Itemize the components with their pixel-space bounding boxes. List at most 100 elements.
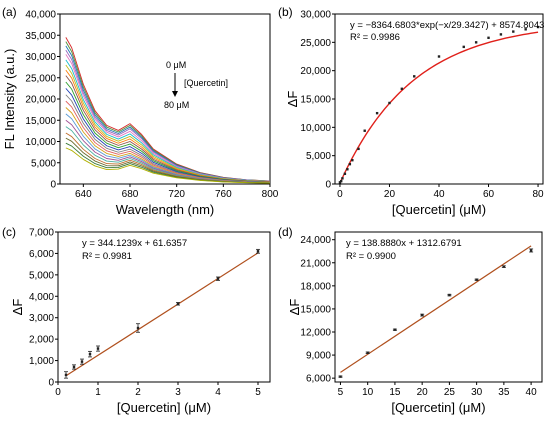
fit-curve xyxy=(339,31,539,184)
data-point xyxy=(357,147,360,151)
data-point xyxy=(487,36,490,39)
y-tick-label: 9,000 xyxy=(306,351,331,362)
panel-label: (d) xyxy=(278,225,293,239)
x-tick-label: 5 xyxy=(338,387,344,398)
data-point xyxy=(437,55,441,58)
spectrum-line xyxy=(65,81,271,183)
data-point xyxy=(448,293,451,297)
data-point xyxy=(72,365,76,369)
y-tick-label: 10,000 xyxy=(25,137,56,148)
x-tick-label: 30 xyxy=(471,387,483,398)
plot-frame xyxy=(57,231,271,383)
y-tick-label: 15,000 xyxy=(300,95,331,106)
chart-panel-b: (b) 0 20 40 60 80 0 5,000 10,000 15,000 20,000 25,0… xyxy=(278,5,544,217)
y-tick-label: 5,000 xyxy=(29,270,54,281)
data-point xyxy=(343,172,347,175)
y-tick-label: 4,000 xyxy=(29,292,54,303)
data-point xyxy=(366,351,369,354)
data-point xyxy=(338,181,342,184)
x-tick-label: 40 xyxy=(433,189,445,200)
x-axis-title: [Quercetin] (μM) xyxy=(391,400,485,415)
y-tick-label: 1,000 xyxy=(29,356,54,367)
data-point xyxy=(475,278,478,281)
data-point xyxy=(346,168,349,171)
y-axis-title: ΔF xyxy=(10,299,25,316)
plot-frame xyxy=(334,231,543,383)
y-tick-label: 10,000 xyxy=(300,123,331,134)
data-point xyxy=(341,177,344,180)
data-point xyxy=(64,373,68,377)
x-tick-label: 0 xyxy=(337,189,343,200)
panel-label: (a) xyxy=(2,5,17,19)
y-tick-label: 5,000 xyxy=(306,151,331,162)
data-point xyxy=(176,302,180,305)
data-point xyxy=(88,352,92,356)
panel-label: (b) xyxy=(278,5,293,19)
y-tick-label: 30,000 xyxy=(300,10,331,21)
y-tick-label: 0 xyxy=(50,180,56,191)
data-point xyxy=(474,41,478,44)
data-point xyxy=(524,28,527,31)
x-tick-label: 80 xyxy=(532,189,544,200)
data-point xyxy=(375,111,379,115)
y-tick-label: 20,000 xyxy=(300,66,331,77)
data-point xyxy=(96,347,100,350)
data-point xyxy=(499,33,503,36)
y-tick-label: 12,000 xyxy=(300,328,331,339)
fit-line xyxy=(340,245,532,373)
x-tick-label: 60 xyxy=(483,189,495,200)
data-point xyxy=(80,360,84,363)
arrow-head xyxy=(172,91,178,97)
x-tick-label: 2 xyxy=(135,387,141,398)
data-point xyxy=(413,75,416,78)
data-point xyxy=(256,250,260,253)
y-tick-label: 3,000 xyxy=(29,313,54,324)
data-point xyxy=(462,45,465,49)
fit-r-squared: R² = 0.9900 xyxy=(346,251,396,262)
x-tick-label: 15 xyxy=(389,387,401,398)
x-tick-label: 25 xyxy=(444,387,456,398)
x-tick-label: 35 xyxy=(498,387,510,398)
y-tick-label: 0 xyxy=(325,180,331,191)
y-tick-label: 40,000 xyxy=(25,10,56,21)
y-tick-label: 25,000 xyxy=(300,38,331,49)
x-axis-title: [Quercetin] (μM) xyxy=(117,400,211,415)
data-point xyxy=(420,313,424,317)
data-point xyxy=(536,25,540,29)
fit-equation: y = −8364.6803*exp(−x/29.3427) + 8574.80… xyxy=(350,20,544,31)
y-tick-label: 5,000 xyxy=(31,158,56,169)
fit-equation: y = 138.8880x + 1312.6791 xyxy=(346,238,462,249)
data-point xyxy=(216,277,220,280)
y-tick-label: 6,000 xyxy=(29,249,54,260)
fit-r-squared: R² = 0.9986 xyxy=(350,32,400,43)
spectrum-line xyxy=(65,147,271,184)
y-tick-label: 18,000 xyxy=(300,281,331,292)
x-tick-label: 5 xyxy=(255,387,261,398)
data-point xyxy=(348,162,352,166)
x-tick-label: 1 xyxy=(95,387,101,398)
y-tick-label: 6,000 xyxy=(306,374,331,385)
x-tick-label: 40 xyxy=(526,387,538,398)
y-tick-label: 25,000 xyxy=(25,73,56,84)
x-tick-label: 3 xyxy=(175,387,181,398)
y-tick-label: 35,000 xyxy=(25,31,56,42)
y-axis-title: FL Intensity (a.u.) xyxy=(2,49,17,150)
data-point xyxy=(393,328,397,331)
data-point xyxy=(502,265,506,268)
y-axis-title: ΔF xyxy=(287,299,302,316)
data-point xyxy=(351,159,354,162)
x-tick-label: 800 xyxy=(262,189,279,200)
data-point xyxy=(363,129,366,132)
data-point xyxy=(400,87,404,90)
data-point xyxy=(512,30,515,33)
y-tick-label: 7,000 xyxy=(29,228,54,239)
y-tick-label: 24,000 xyxy=(300,235,331,246)
data-point xyxy=(529,249,533,252)
data-point xyxy=(339,179,343,183)
x-tick-label: 640 xyxy=(75,189,92,200)
y-tick-label: 15,000 xyxy=(25,116,56,127)
x-tick-label: 4 xyxy=(215,387,221,398)
x-tick-label: 20 xyxy=(417,387,429,398)
panel-label: (c) xyxy=(2,225,16,239)
